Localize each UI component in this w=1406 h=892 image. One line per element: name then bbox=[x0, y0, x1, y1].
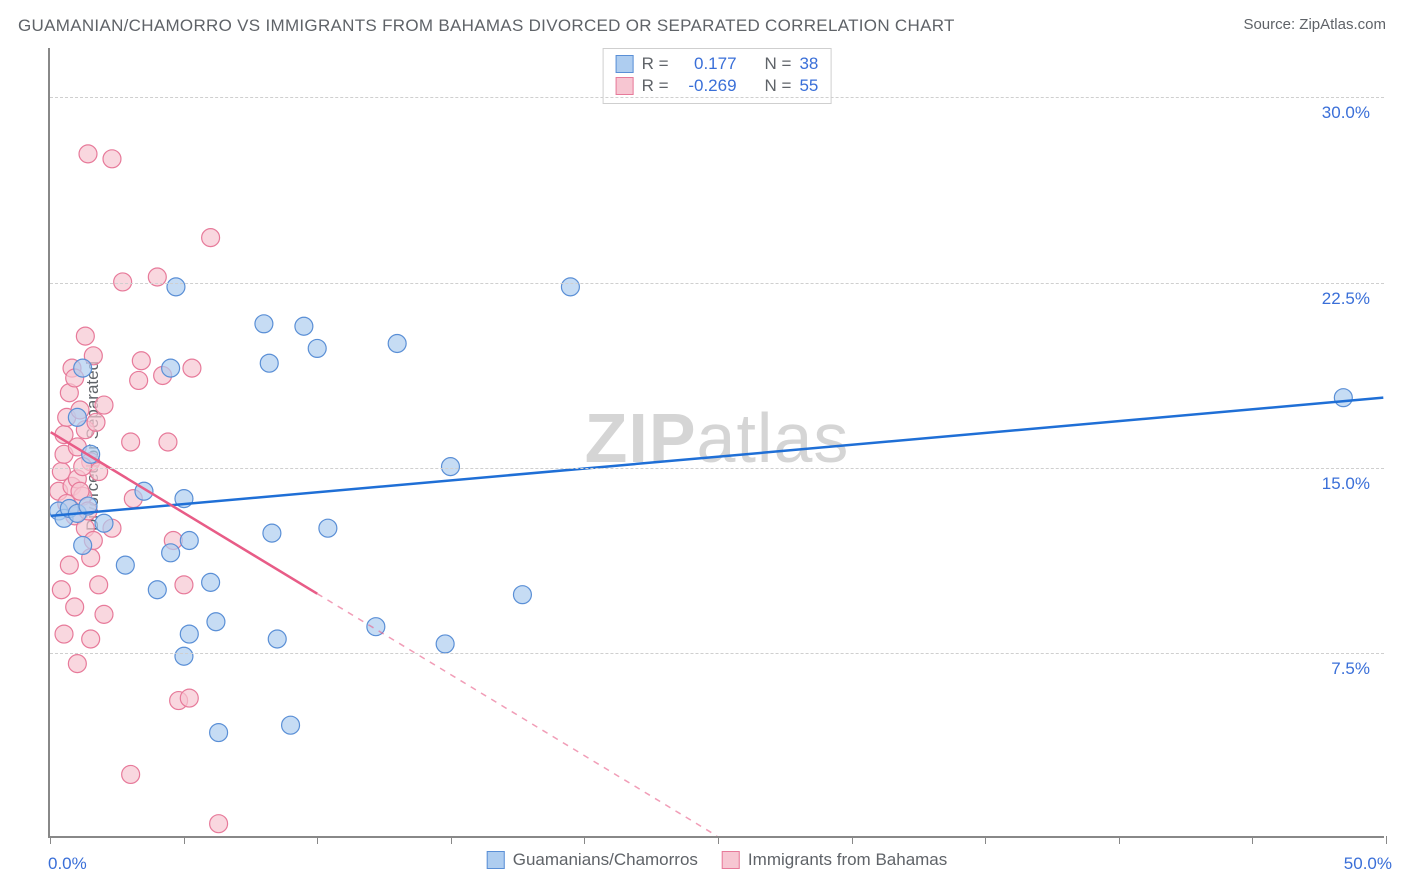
x-max-label: 50.0% bbox=[1344, 854, 1392, 874]
legend-label: Guamanians/Chamorros bbox=[513, 850, 698, 870]
legend-item: Immigrants from Bahamas bbox=[722, 850, 947, 870]
r-value: -0.269 bbox=[677, 76, 737, 96]
chart-title: GUAMANIAN/CHAMORRO VS IMMIGRANTS FROM BA… bbox=[18, 16, 955, 36]
n-label: N = bbox=[765, 54, 792, 74]
n-value: 38 bbox=[799, 54, 818, 74]
chart-container: { "title": "GUAMANIAN/CHAMORRO VS IMMIGR… bbox=[0, 0, 1406, 892]
legend-series: Guamanians/Chamorros Immigrants from Bah… bbox=[487, 850, 948, 870]
legend-item: Guamanians/Chamorros bbox=[487, 850, 698, 870]
y-tick-label: 15.0% bbox=[1322, 474, 1370, 494]
r-label: R = bbox=[642, 54, 669, 74]
y-tick-label: 30.0% bbox=[1322, 103, 1370, 123]
legend-stat-row: R = 0.177 N = 38 bbox=[616, 53, 819, 75]
legend-swatch-icon bbox=[616, 77, 634, 95]
n-value: 55 bbox=[799, 76, 818, 96]
chart-svg bbox=[50, 48, 1384, 836]
plot-area: ZIPatlas R = 0.177 N = 38 R = -0.269 N =… bbox=[48, 48, 1384, 838]
source-label: Source: ZipAtlas.com bbox=[1243, 16, 1386, 33]
legend-swatch-icon bbox=[616, 55, 634, 73]
legend-swatch-icon bbox=[487, 851, 505, 869]
x-min-label: 0.0% bbox=[48, 854, 87, 874]
r-value: 0.177 bbox=[677, 54, 737, 74]
legend-swatch-icon bbox=[722, 851, 740, 869]
legend-stats: R = 0.177 N = 38 R = -0.269 N = 55 bbox=[603, 48, 832, 104]
y-tick-label: 22.5% bbox=[1322, 289, 1370, 309]
legend-label: Immigrants from Bahamas bbox=[748, 850, 947, 870]
r-label: R = bbox=[642, 76, 669, 96]
y-tick-label: 7.5% bbox=[1331, 659, 1370, 679]
n-label: N = bbox=[765, 76, 792, 96]
legend-stat-row: R = -0.269 N = 55 bbox=[616, 75, 819, 97]
